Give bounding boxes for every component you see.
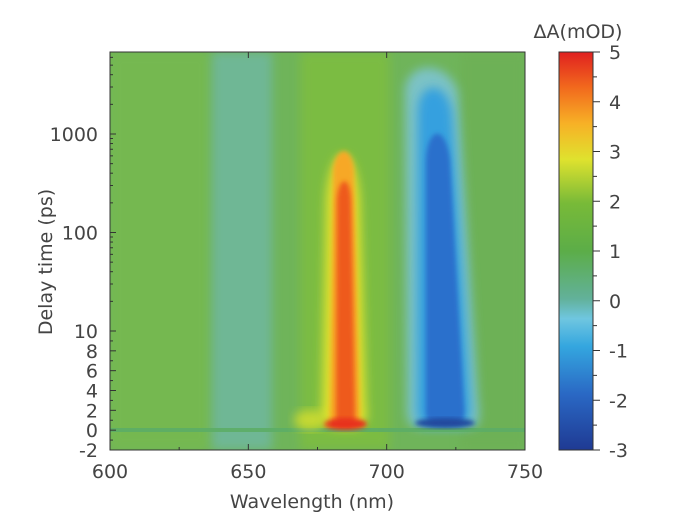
colorbar-label: ΔA(mOD): [534, 21, 623, 43]
y-tick-label: 2: [86, 400, 98, 422]
colorbar-tick-label: 3: [609, 142, 621, 164]
colorbar-ticks: 5 4 3 2 1 0 -1 -2 -3: [593, 42, 628, 462]
colorbar: ΔA(mOD) 5 4 3 2 1 0 -1 -2 -3: [534, 21, 628, 462]
colorbar-tick-label: -2: [609, 390, 628, 412]
y-tick-label: 10: [74, 321, 98, 343]
x-tick-label: 650: [230, 461, 266, 483]
y-axis-label: Delay time (ps): [35, 189, 57, 335]
x-tick-label: 700: [369, 461, 405, 483]
colorbar-tick-label: -1: [609, 341, 628, 363]
x-tick-label: 750: [507, 461, 543, 483]
colorbar-tick-label: -3: [609, 440, 628, 462]
y-tick-label: 4: [86, 381, 98, 403]
colorbar-gradient: [559, 52, 593, 450]
x-axis: 600 650 700 750: [92, 52, 543, 483]
y-tick-label: 100: [62, 223, 98, 245]
y-tick-label: 6: [86, 361, 98, 383]
x-axis-label: Wavelength (nm): [230, 491, 394, 513]
colorbar-tick-label: 5: [609, 42, 621, 64]
y-tick-label: -2: [79, 440, 98, 462]
y-tick-label: 1000: [50, 124, 98, 146]
x-tick-label: 600: [92, 461, 128, 483]
y-tick-label: 8: [86, 341, 98, 363]
heatmap-image: [110, 52, 525, 450]
y-tick-label: 0: [86, 420, 98, 442]
colorbar-tick-label: 1: [609, 241, 621, 263]
colorbar-tick-label: 4: [609, 92, 621, 114]
colorbar-tick-label: 0: [609, 291, 621, 313]
colorbar-tick-label: 2: [609, 191, 621, 213]
